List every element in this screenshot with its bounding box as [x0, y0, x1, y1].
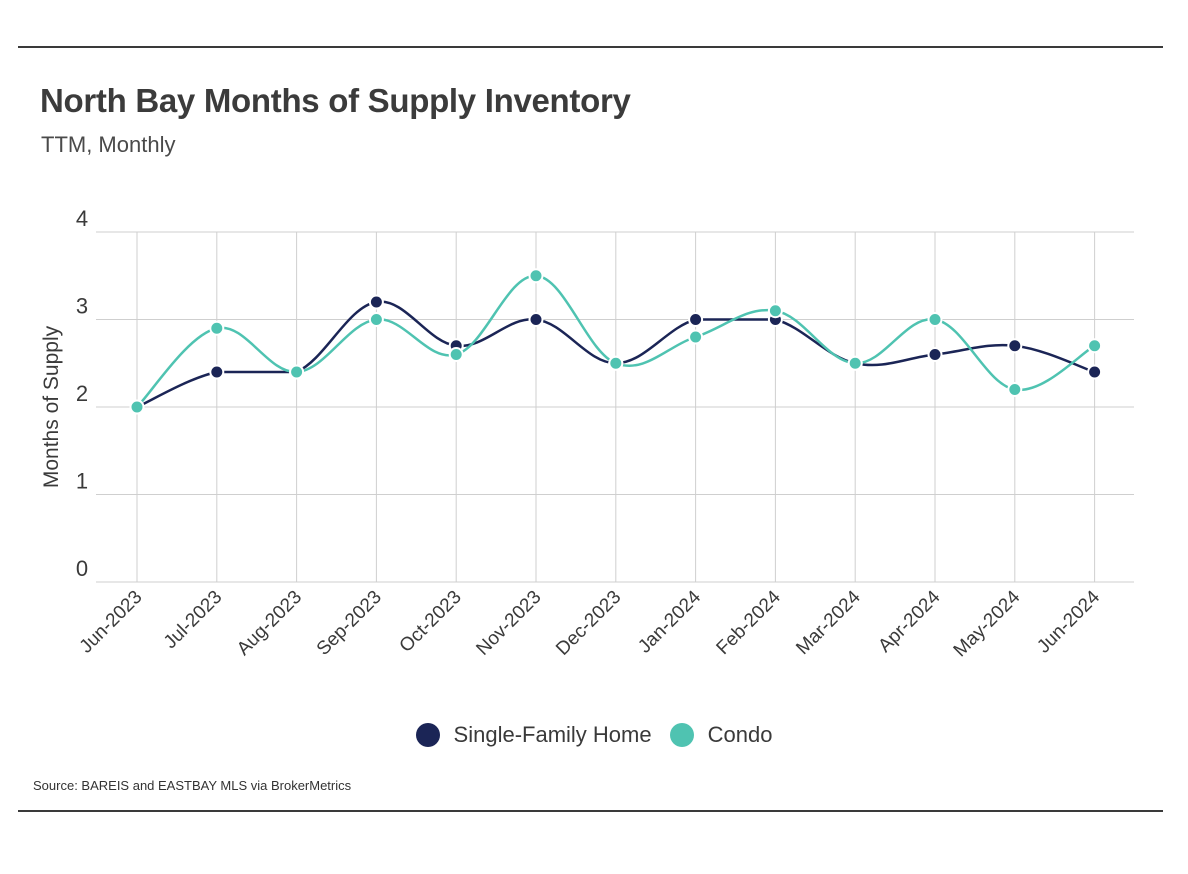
- y-tick-label: 1: [76, 469, 88, 494]
- legend-label-condo: Condo: [707, 722, 773, 747]
- x-tick-label: Oct-2023: [396, 587, 466, 657]
- x-tick-label: Jul-2023: [160, 587, 226, 653]
- legend-item-condo[interactable]: Condo: [669, 722, 773, 748]
- x-tick-label: Nov-2023: [472, 587, 545, 660]
- x-tick-label: Jun-2024: [1033, 586, 1104, 657]
- y-axis-ticks: 0 1 2 3 4: [76, 206, 88, 581]
- data-point-condo[interactable]: [368, 312, 384, 327]
- y-tick-label: 0: [76, 556, 88, 581]
- x-tick-label: Jun-2023: [76, 587, 147, 658]
- data-point-single-family[interactable]: [1087, 364, 1103, 380]
- y-tick-label: 3: [76, 294, 88, 319]
- legend-item-single-family[interactable]: Single-Family Home: [415, 722, 652, 748]
- source-note: Source: BAREIS and EASTBAY MLS via Broke…: [33, 778, 352, 793]
- data-point-condo[interactable]: [209, 320, 225, 336]
- data-point-condo[interactable]: [688, 329, 704, 345]
- y-axis-label: Months of Supply: [40, 325, 63, 488]
- data-point-single-family[interactable]: [209, 364, 225, 380]
- x-tick-label: Aug-2023: [233, 587, 306, 660]
- data-point-condo[interactable]: [1087, 338, 1103, 354]
- bottom-rule: [18, 810, 1163, 812]
- data-point-single-family[interactable]: [688, 312, 704, 327]
- data-point-condo[interactable]: [1007, 382, 1023, 397]
- x-tick-label: Jan-2024: [634, 586, 705, 657]
- data-point-single-family[interactable]: [1007, 338, 1023, 354]
- data-point-condo[interactable]: [448, 347, 464, 362]
- x-tick-label: Sep-2023: [313, 587, 386, 660]
- grid: [96, 231, 1134, 583]
- data-point-condo[interactable]: [608, 355, 624, 371]
- data-point-condo[interactable]: [129, 399, 145, 415]
- data-point-single-family[interactable]: [368, 294, 384, 310]
- series: [129, 268, 1103, 415]
- data-point-single-family[interactable]: [528, 312, 544, 327]
- y-tick-label: 2: [76, 381, 88, 406]
- chart-subtitle: TTM, Monthly: [41, 132, 176, 157]
- x-tick-label: Dec-2023: [552, 587, 625, 660]
- data-point-condo[interactable]: [927, 312, 943, 327]
- chart-title: North Bay Months of Supply Inventory: [40, 82, 631, 119]
- legend: Single-Family Home Condo: [0, 722, 1188, 748]
- x-axis-ticks: Jun-2023 Jul-2023 Aug-2023 Sep-2023 Oct-2023…: [76, 586, 1105, 661]
- x-tick-label: Mar-2024: [792, 586, 865, 659]
- data-point-condo[interactable]: [289, 364, 305, 380]
- x-tick-label: Apr-2024: [874, 586, 944, 656]
- line-chart: 0 1 2 3 4 Jun-2023 Jul-2023 Aug-2023 Sep-2023 Oc…: [40, 206, 1134, 661]
- data-point-condo[interactable]: [847, 355, 863, 371]
- x-tick-label: May-2024: [950, 586, 1025, 661]
- y-tick-label: 4: [76, 206, 88, 231]
- x-tick-label: Feb-2024: [713, 586, 786, 659]
- legend-swatch-single-family: [415, 723, 440, 747]
- data-point-condo[interactable]: [767, 303, 783, 319]
- legend-swatch-condo: [669, 723, 694, 747]
- data-point-single-family[interactable]: [927, 347, 943, 362]
- legend-label-single-family: Single-Family Home: [453, 722, 652, 747]
- data-point-condo[interactable]: [528, 268, 544, 284]
- top-rule: [18, 46, 1163, 48]
